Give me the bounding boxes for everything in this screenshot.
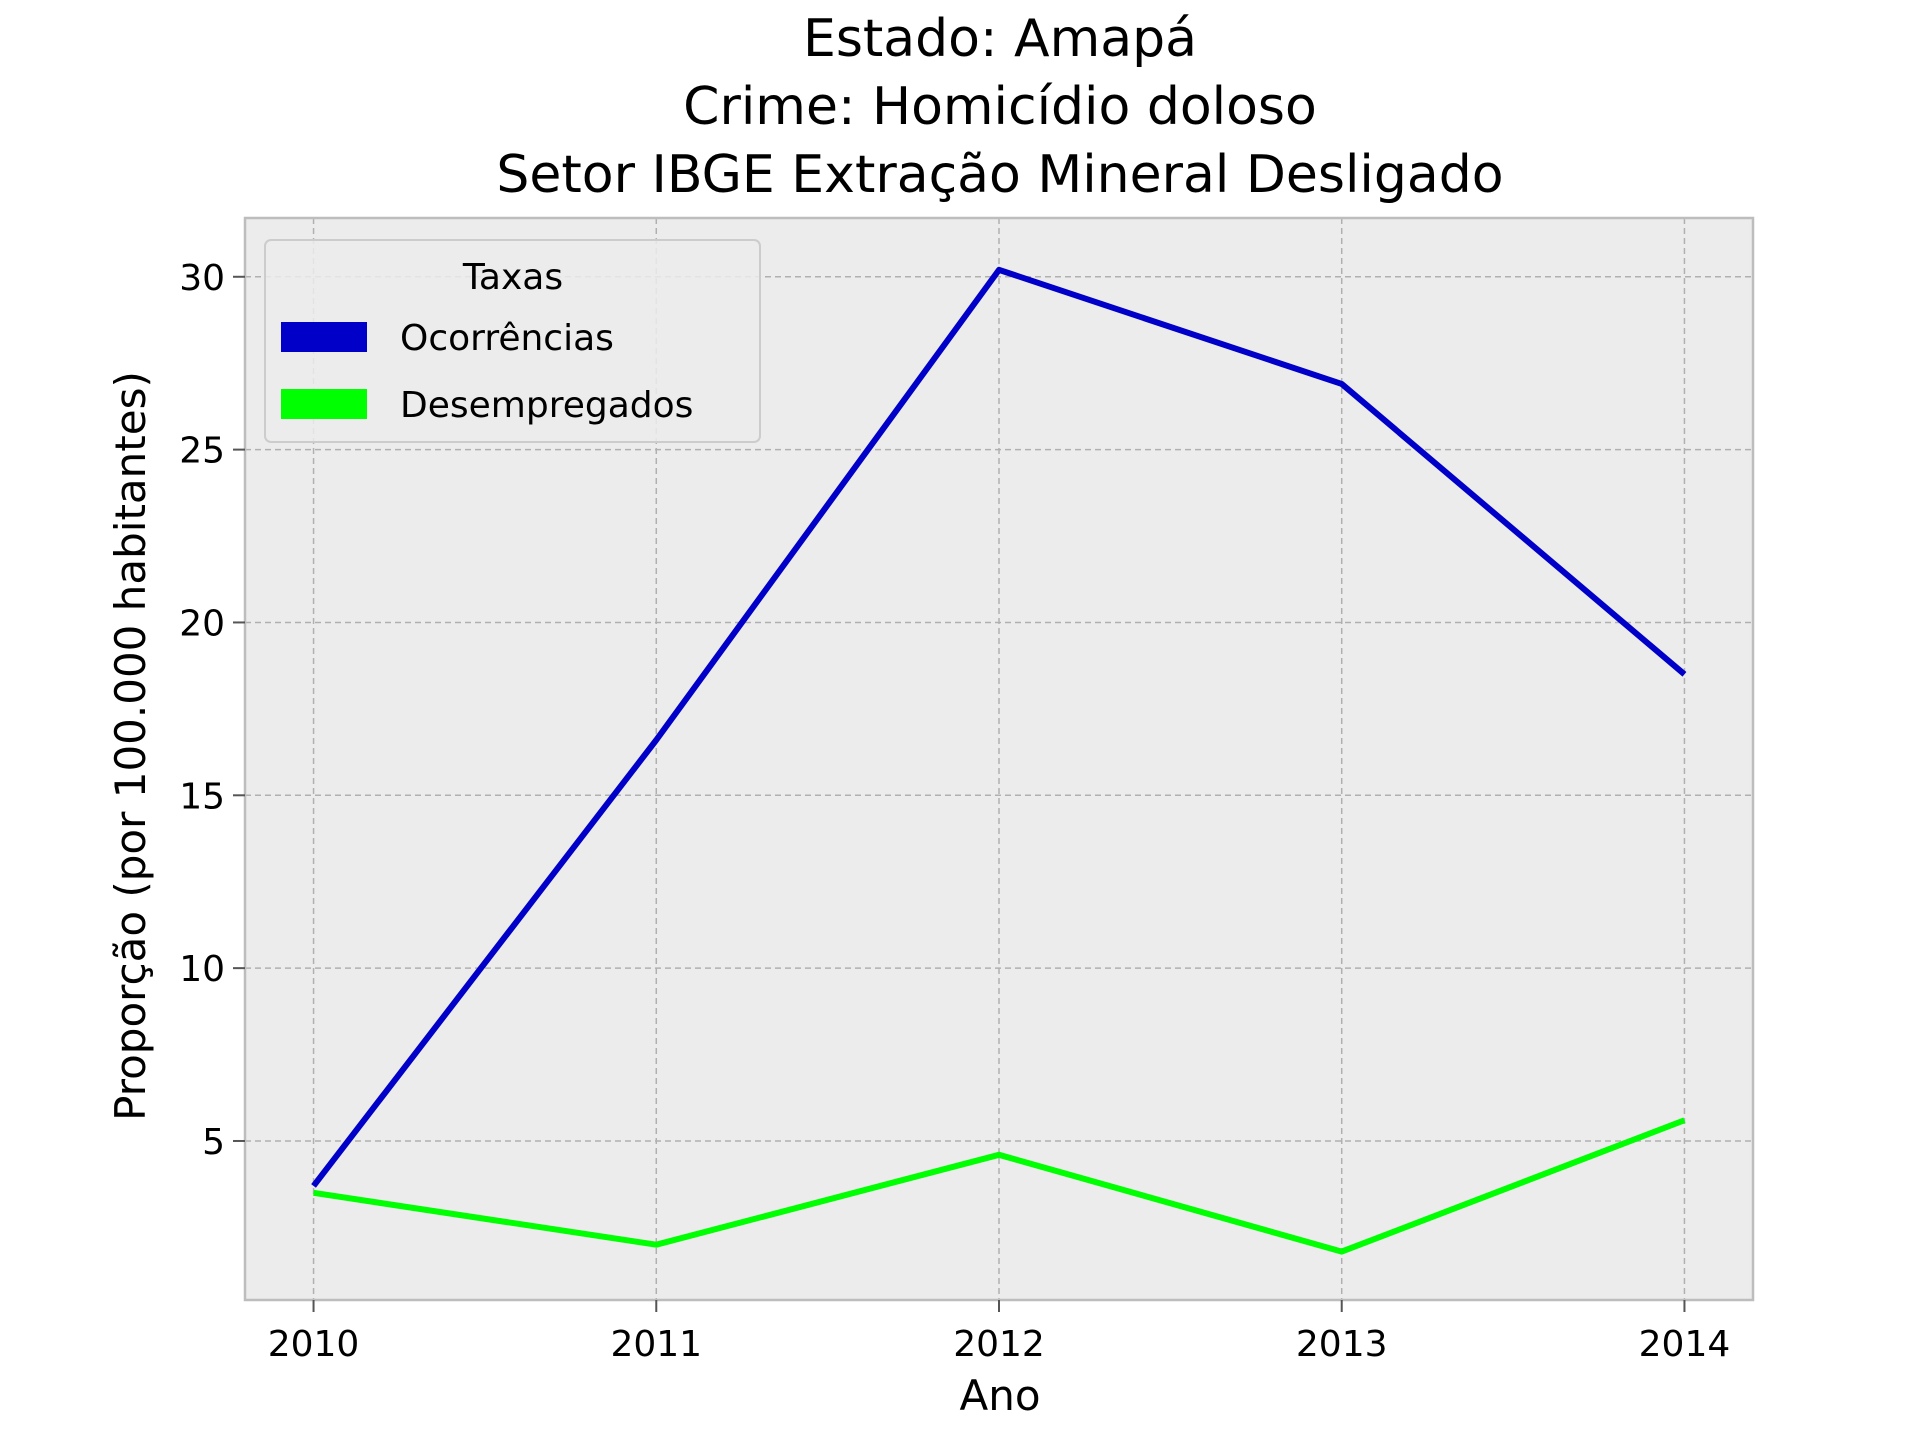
- x-tick-label: 2014: [1639, 1324, 1731, 1365]
- y-tick-label: 30: [179, 258, 225, 299]
- chart-title-line-2: Crime: Homicídio doloso: [683, 77, 1317, 137]
- series-lines: [311, 266, 1687, 1255]
- legend-title: Taxas: [462, 257, 563, 298]
- legend-frame: [264, 239, 761, 443]
- y-tick-label: 20: [179, 603, 225, 644]
- legend-swatch-ocorrencias: [281, 322, 367, 352]
- chart-title-line-1: Estado: Amapá: [803, 9, 1197, 69]
- chart-title: Estado: Amapá Crime: Homicídio doloso Se…: [496, 9, 1503, 205]
- legend-swatch-desempregados: [281, 389, 367, 419]
- y-axis-label: Proporção (por 100.000 habitantes): [106, 371, 155, 1121]
- legend-label-ocorrencias: Ocorrências: [400, 318, 614, 359]
- x-axis-ticks: 2010 2011 2012 2013 2014: [268, 1300, 1731, 1365]
- y-tick-label: 10: [179, 949, 225, 990]
- chart-title-line-3: Setor IBGE Extração Mineral Desligado: [496, 145, 1503, 205]
- series-line-ocorrencias: [311, 266, 1687, 1188]
- y-tick-label: 5: [202, 1122, 225, 1163]
- x-tick-label: 2010: [268, 1324, 360, 1365]
- x-tick-label: 2013: [1296, 1324, 1388, 1365]
- legend-label-desempregados: Desempregados: [400, 385, 693, 426]
- y-tick-label: 15: [179, 776, 225, 817]
- y-axis-ticks: 5 10 15 20 25 30: [179, 258, 245, 1163]
- x-tick-label: 2012: [953, 1324, 1045, 1365]
- series-line-desempregados: [313, 1117, 1686, 1255]
- y-tick-label: 25: [179, 431, 225, 472]
- x-axis-label: Ano: [959, 1371, 1040, 1420]
- x-tick-label: 2011: [610, 1324, 702, 1365]
- legend: Taxas Ocorrências Desempregados: [264, 239, 761, 443]
